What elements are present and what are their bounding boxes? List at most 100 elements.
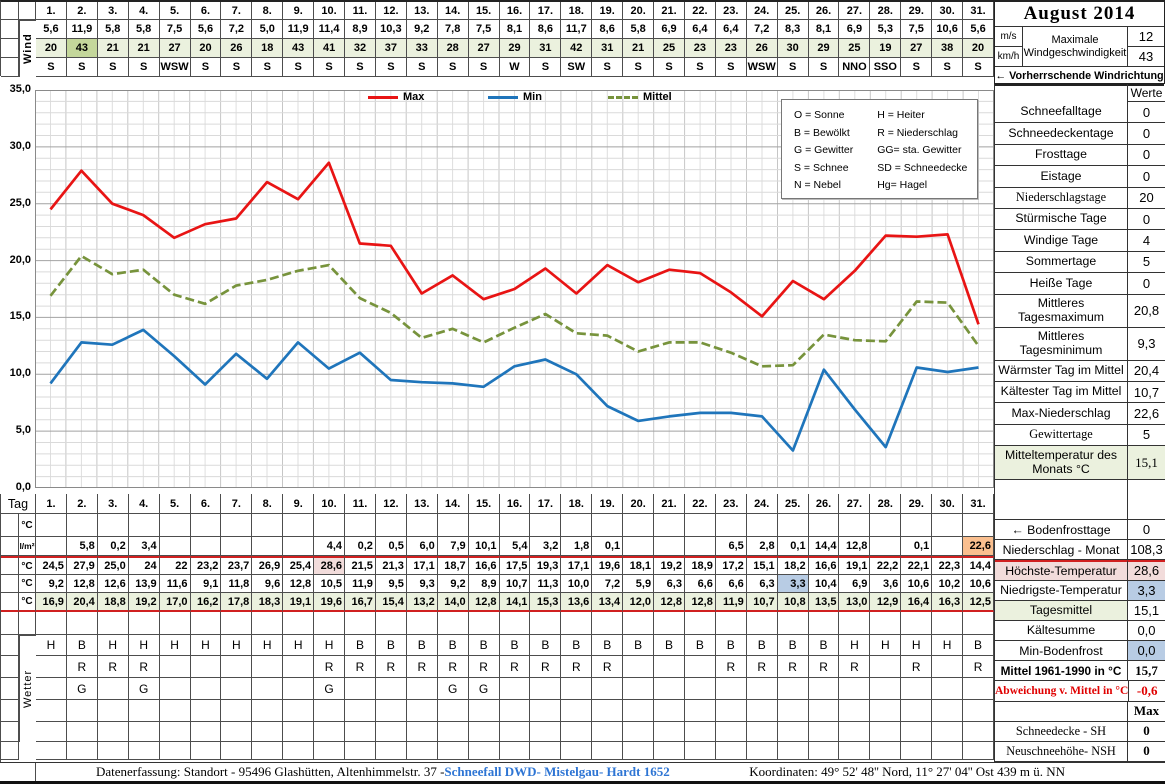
empty2-cell <box>592 700 624 722</box>
day-header: 22. <box>684 494 716 514</box>
wind-kmh-cell: 43 <box>283 39 315 58</box>
wind-kmh-cell: 21 <box>623 39 655 58</box>
niederschlag-cell: 6,0 <box>406 537 438 556</box>
wind-kmh-cell: 27 <box>468 39 500 58</box>
wind-kmh-cell: 23 <box>715 39 747 58</box>
tmax-cell: 22,1 <box>901 556 933 575</box>
empty3-cell <box>437 722 469 742</box>
day-header: 12. <box>375 494 407 514</box>
niederschlag-cell: 4,4 <box>314 537 346 556</box>
empty3-cell <box>190 722 222 742</box>
wind-kmh-cell: 20 <box>190 39 222 58</box>
tmax-cell: 19,1 <box>839 556 871 575</box>
tmin-cell: 10,6 <box>901 575 933 593</box>
thunder-cell <box>36 678 67 700</box>
precip-cell: R <box>468 656 500 678</box>
stat-row: Werte <box>995 84 1165 102</box>
tmin-cell: 12,6 <box>97 575 129 593</box>
day-header: 29. <box>901 494 933 514</box>
wind-kmh-cell: 25 <box>839 39 871 58</box>
wind-kmh-cell: 31 <box>592 39 624 58</box>
stat-label: Niederschlagstage <box>995 188 1127 209</box>
wind-ms-cell: 11,9 <box>283 20 315 39</box>
stat-value: 0 <box>1127 123 1165 145</box>
day-header: 13. <box>406 494 438 514</box>
bottom-stat-value: 15,1 <box>1127 600 1165 621</box>
tmax-cell: 23,2 <box>190 556 222 575</box>
stat-row: Gewittertage 5 <box>995 424 1165 447</box>
sky-cell: H <box>870 635 902 656</box>
empty3-cell <box>901 722 933 742</box>
report-title: August 2014 <box>995 2 1164 27</box>
bodenfrost-cell <box>932 514 964 537</box>
bottom-stat-label: Abweichung v. Mittel in °C <box>995 681 1129 702</box>
footer-lead-cell <box>0 763 36 781</box>
wind-kmh-cell: 21 <box>128 39 160 58</box>
wind-ms-cell: 5,6 <box>963 20 994 39</box>
tmax-cell: 22 <box>159 556 191 575</box>
stat-value: 22,6 <box>1127 403 1165 425</box>
empty3-cell <box>406 722 438 742</box>
y-axis-tick-label: 20,0 <box>9 253 31 266</box>
wind-kmh-cell: 30 <box>777 39 809 58</box>
stat-value: 0 <box>1127 208 1165 231</box>
empty1-cell <box>468 612 500 635</box>
empty1-cell <box>530 612 562 635</box>
wind-day-header: 26. <box>808 2 840 20</box>
tmax-cell: 17,5 <box>499 556 531 575</box>
weather-code-def: R = Niederschlag <box>877 126 959 139</box>
tmittel-cell: 13,5 <box>808 593 840 612</box>
footer-station-link[interactable]: Schneefall DWD- Mistelgau- Hardt 1652 <box>444 764 670 779</box>
empty4-cell <box>128 742 160 760</box>
day-header: 19. <box>592 494 624 514</box>
bodenfrost-cell <box>901 514 933 537</box>
precip-cell: R <box>561 656 593 678</box>
weather-code-def: N = Nebel <box>794 179 841 191</box>
empty3-cell <box>746 722 778 742</box>
sky-cell: B <box>808 635 840 656</box>
bottom-stat-label: Niedrigste-Temperatur <box>995 581 1127 601</box>
stat-row: Schneefalltage 0 <box>995 102 1165 124</box>
bottom-stat-label: Mittel 1961-1990 in °C <box>995 661 1127 682</box>
stat-value: 5 <box>1127 251 1165 274</box>
daily-data-table: Tag °C l/m² °C °C °C Wetter 1. 2. 3. 4. 5. 6. 7. 8. 9. 1… <box>0 494 994 762</box>
row-unit-label: °C <box>19 593 36 612</box>
tmin-cell: 12,8 <box>283 575 315 593</box>
niederschlag-cell <box>36 537 67 556</box>
stat-row: Mittleres Tagesmaximum 20,8 <box>995 294 1165 328</box>
bodenfrost-cell <box>283 514 315 537</box>
precip-cell <box>252 656 284 678</box>
sky-cell: H <box>36 635 67 656</box>
tmittel-cell: 13,0 <box>839 593 871 612</box>
stat-row: Heiße Tage 0 <box>995 273 1165 295</box>
bodenfrost-cell <box>870 514 902 537</box>
sky-cell: H <box>283 635 315 656</box>
thunder-cell <box>623 678 655 700</box>
legend-item-max: Max <box>368 91 424 103</box>
empty2-cell <box>808 700 840 722</box>
y-axis-tick-label: 5,0 <box>15 424 31 437</box>
tmittel-cell: 10,8 <box>777 593 809 612</box>
empty1-cell <box>36 612 67 635</box>
precip-cell <box>623 656 655 678</box>
sky-cell: H <box>314 635 346 656</box>
stat-label: Mitteltemperatur des Monats °C <box>995 446 1127 481</box>
stat-label: Mittleres Tagesmaximum <box>995 295 1127 328</box>
empty1-cell <box>870 612 902 635</box>
tmax-cell: 16,6 <box>468 556 500 575</box>
weather-code-def: O = Sonne <box>794 109 845 121</box>
bottom-stat-label: Min-Bodenfrost <box>995 641 1127 662</box>
wind-kmh-cell: 26 <box>746 39 778 58</box>
stat-value: 15,1 <box>1127 446 1165 481</box>
empty2-cell <box>252 700 284 722</box>
empty4-cell <box>283 742 315 760</box>
wind-kmh-cell: 27 <box>159 39 191 58</box>
wind-dir-cell: S <box>345 58 376 77</box>
tmittel-cell: 12,0 <box>623 593 655 612</box>
bottom-stat-row: Min-Bodenfrost 0,0 <box>995 641 1165 662</box>
empty2-cell <box>561 700 593 722</box>
wind-dir-cell: S <box>901 58 933 77</box>
bottom-stat-value: 0 <box>1127 741 1165 763</box>
thunder-cell: G <box>468 678 500 700</box>
weather-code-def: G = Gewitter <box>794 144 854 156</box>
